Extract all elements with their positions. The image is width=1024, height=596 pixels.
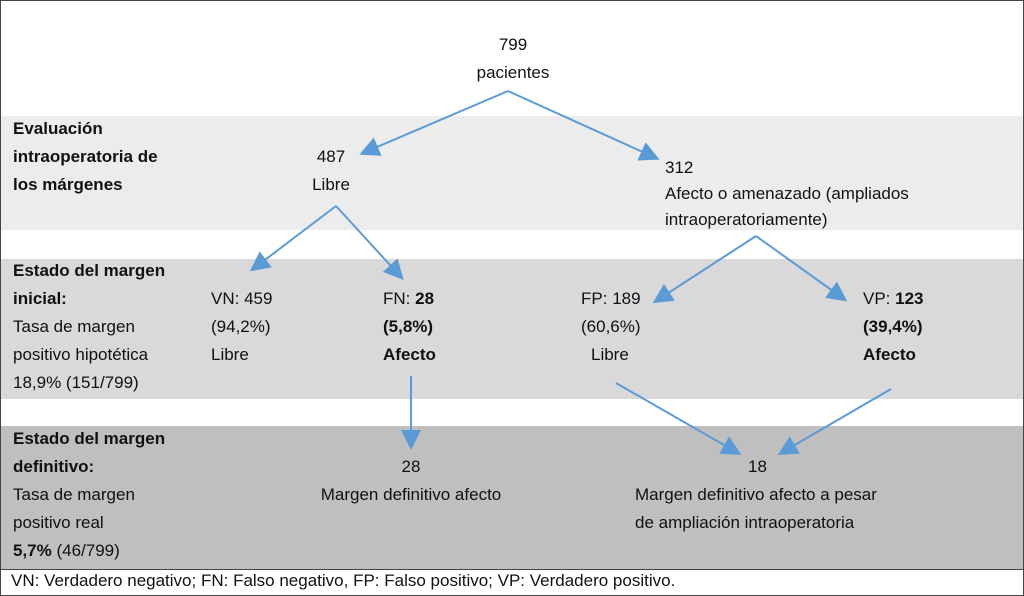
divider xyxy=(1,569,1023,570)
line: 312 xyxy=(665,158,694,177)
band-definitive xyxy=(1,426,1023,569)
line: de ampliación intraoperatoria xyxy=(635,513,855,532)
value: 459 xyxy=(244,289,273,308)
prefix: VP: xyxy=(863,289,891,308)
node: 487 Libre xyxy=(312,143,350,199)
line: Libre xyxy=(312,175,350,194)
line: Libre xyxy=(591,345,629,364)
line: Margen definitivo afecto xyxy=(320,485,502,504)
line: positivo hipotética xyxy=(13,345,149,364)
line: Estado del margen xyxy=(13,261,166,280)
node: VN: 459 (94,2%) Libre xyxy=(211,285,272,369)
node: VP: 123 (39,4%) Afecto xyxy=(863,285,924,369)
line: 18 xyxy=(748,457,767,476)
root: 799 pacientes xyxy=(477,31,550,87)
node: 312 Afecto o amenazado (ampliados intrao… xyxy=(665,155,909,233)
line: Libre xyxy=(211,345,249,364)
line: 28 xyxy=(401,457,421,476)
prefix: VN: xyxy=(211,289,240,308)
value: 189 xyxy=(612,289,641,308)
node: 18 Margen definitivo afecto a pesar de a… xyxy=(635,453,877,537)
footnote: VN: Verdadero negativo; FN: Falso negati… xyxy=(11,571,676,590)
root-label: pacientes xyxy=(476,63,550,82)
line: (39,4%) xyxy=(863,317,923,336)
line: inicial: xyxy=(13,289,67,308)
line: intraoperatoria de xyxy=(13,147,158,166)
band-intraop xyxy=(1,116,1023,230)
node: FN: 28 (5,8%) Afecto xyxy=(383,285,436,369)
value: 28 xyxy=(415,289,435,308)
section-title: Evaluación intraoperatoria de los márgen… xyxy=(13,115,158,199)
line: 18,9% (151/799) xyxy=(13,373,139,392)
band-initial xyxy=(1,259,1023,399)
line: 5,7% (46/799) xyxy=(13,537,165,565)
line: Tasa de margen xyxy=(13,485,135,504)
line: Afecto xyxy=(863,345,916,364)
line: 487 xyxy=(316,147,346,166)
line: Afecto o amenazado (ampliados xyxy=(665,184,909,203)
line: positivo real xyxy=(13,513,104,532)
line: Tasa de margen xyxy=(13,317,135,336)
line: Evaluación xyxy=(13,119,103,138)
line: intraoperatoriamente) xyxy=(665,210,828,229)
value: 123 xyxy=(895,289,924,308)
prefix: FN: xyxy=(383,289,411,308)
node: FP: 189 (60,6%) Libre xyxy=(581,285,641,369)
line: Margen definitivo afecto a pesar xyxy=(635,485,877,504)
line: Afecto xyxy=(383,345,436,364)
line: Estado del margen xyxy=(13,429,166,448)
section: Estado del margen definitivo: Tasa de ma… xyxy=(13,425,165,565)
root-count: 799 xyxy=(498,35,528,54)
rate-detail: (46/799) xyxy=(56,541,120,560)
prefix: FP: xyxy=(581,289,608,308)
line: los márgenes xyxy=(13,175,123,194)
section: Estado del margen inicial: Tasa de marge… xyxy=(13,257,165,397)
node: 28 Margen definitivo afecto xyxy=(321,453,502,509)
line: (94,2%) xyxy=(211,317,271,336)
line: (60,6%) xyxy=(581,317,641,336)
rate: 5,7% xyxy=(13,541,52,560)
line: (5,8%) xyxy=(383,317,434,336)
line: definitivo: xyxy=(13,457,95,476)
